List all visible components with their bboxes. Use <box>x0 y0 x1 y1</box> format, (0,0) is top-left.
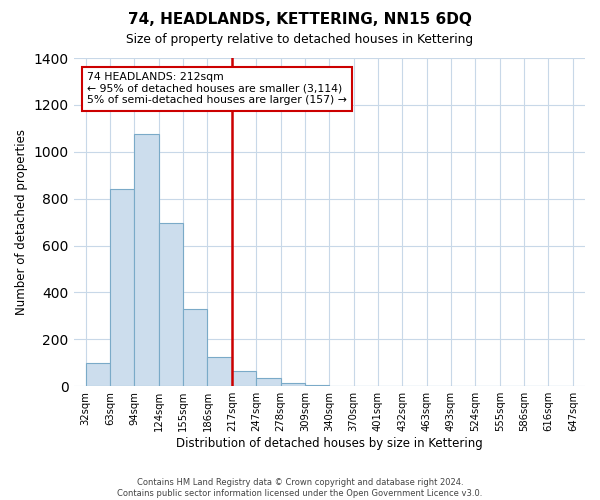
Bar <box>183 309 208 386</box>
Bar <box>208 357 232 386</box>
Bar <box>232 371 256 386</box>
Text: Contains HM Land Registry data © Crown copyright and database right 2024.
Contai: Contains HM Land Registry data © Crown c… <box>118 478 482 498</box>
Bar <box>281 382 305 386</box>
Bar <box>134 134 159 386</box>
Bar <box>256 378 281 386</box>
Bar <box>110 190 134 386</box>
Text: 74, HEADLANDS, KETTERING, NN15 6DQ: 74, HEADLANDS, KETTERING, NN15 6DQ <box>128 12 472 28</box>
Y-axis label: Number of detached properties: Number of detached properties <box>15 129 28 315</box>
X-axis label: Distribution of detached houses by size in Kettering: Distribution of detached houses by size … <box>176 437 482 450</box>
Bar <box>305 385 329 386</box>
Bar <box>86 363 110 386</box>
Bar <box>159 224 183 386</box>
Text: 74 HEADLANDS: 212sqm
← 95% of detached houses are smaller (3,114)
5% of semi-det: 74 HEADLANDS: 212sqm ← 95% of detached h… <box>87 72 347 106</box>
Text: Size of property relative to detached houses in Kettering: Size of property relative to detached ho… <box>127 32 473 46</box>
